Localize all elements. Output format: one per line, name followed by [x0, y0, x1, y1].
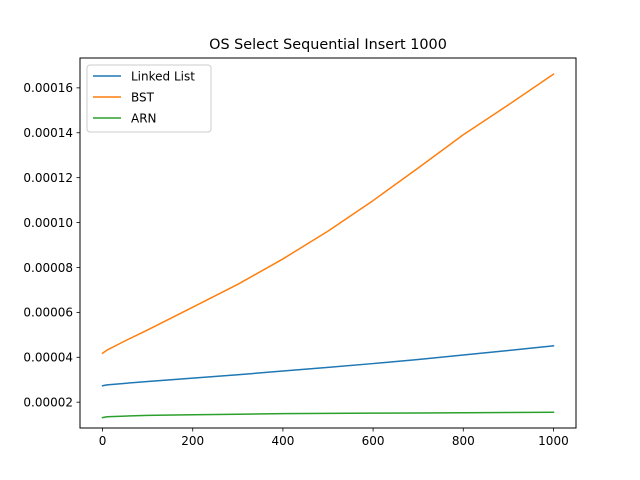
series-layer	[101, 73, 555, 419]
y-tick-label: 0.00002	[23, 395, 73, 409]
legend-label: Linked List	[131, 69, 195, 83]
x-tick-label: 600	[362, 434, 385, 448]
y-tick-label: 0.00014	[23, 126, 73, 140]
legend-label: BST	[131, 90, 155, 104]
y-tick-label: 0.00010	[23, 216, 73, 230]
y-tick-label: 0.00004	[23, 351, 73, 365]
axes-layer	[79, 57, 577, 429]
chart-title: OS Select Sequential Insert 1000	[209, 37, 447, 53]
legend: Linked List BST ARN	[86, 64, 212, 133]
y-tick-label: 0.00016	[23, 81, 73, 95]
series-line-bst	[101, 73, 555, 355]
y-tick-label: 0.00012	[23, 171, 73, 185]
y-tick-label: 0.00008	[23, 261, 73, 275]
plot-area-frame	[79, 57, 577, 429]
x-tick-label: 400	[271, 434, 294, 448]
x-axis-ticks: 0 200 400 600 800 1000	[99, 428, 569, 448]
x-tick-label: 0	[99, 434, 107, 448]
series-line-linked-list	[101, 345, 555, 387]
x-tick-label: 800	[452, 434, 475, 448]
legend-box	[86, 64, 212, 133]
series-line-arn	[101, 411, 555, 419]
legend-label: ARN	[131, 111, 157, 125]
y-axis-ticks: 0.00002 0.00004 0.00006 0.00008 0.00010 0.000…	[23, 81, 80, 409]
x-tick-label: 1000	[538, 434, 569, 448]
x-tick-label: 200	[181, 434, 204, 448]
y-tick-label: 0.00006	[23, 306, 73, 320]
